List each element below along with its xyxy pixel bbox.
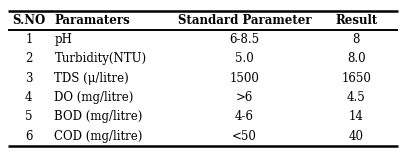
Text: 5: 5: [25, 111, 32, 123]
Text: Standard Parameter: Standard Parameter: [177, 14, 311, 27]
Text: 40: 40: [348, 130, 363, 143]
Text: 1500: 1500: [229, 72, 259, 85]
Text: DO (mg/litre): DO (mg/litre): [54, 91, 134, 104]
Text: 1: 1: [25, 33, 32, 46]
Text: pH: pH: [54, 33, 72, 46]
Text: 4-6: 4-6: [234, 111, 254, 123]
Text: 6: 6: [25, 130, 32, 143]
Text: Result: Result: [335, 14, 377, 27]
Text: 2: 2: [25, 52, 32, 66]
Text: 5.0: 5.0: [234, 52, 253, 66]
Text: S.NO: S.NO: [12, 14, 45, 27]
Text: Paramaters: Paramaters: [54, 14, 130, 27]
Text: COD (mg/litre): COD (mg/litre): [54, 130, 143, 143]
Text: >6: >6: [235, 91, 253, 104]
Text: 14: 14: [348, 111, 363, 123]
Text: 8: 8: [352, 33, 359, 46]
Text: 1650: 1650: [341, 72, 371, 85]
Text: <50: <50: [231, 130, 256, 143]
Text: BOD (mg/litre): BOD (mg/litre): [54, 111, 143, 123]
Text: 4.5: 4.5: [346, 91, 365, 104]
Text: 3: 3: [25, 72, 32, 85]
Text: 8.0: 8.0: [346, 52, 365, 66]
Text: 4: 4: [25, 91, 32, 104]
Text: 6-8.5: 6-8.5: [229, 33, 259, 46]
Text: TDS (μ/litre): TDS (μ/litre): [54, 72, 129, 85]
Text: Turbidity(NTU): Turbidity(NTU): [54, 52, 146, 66]
